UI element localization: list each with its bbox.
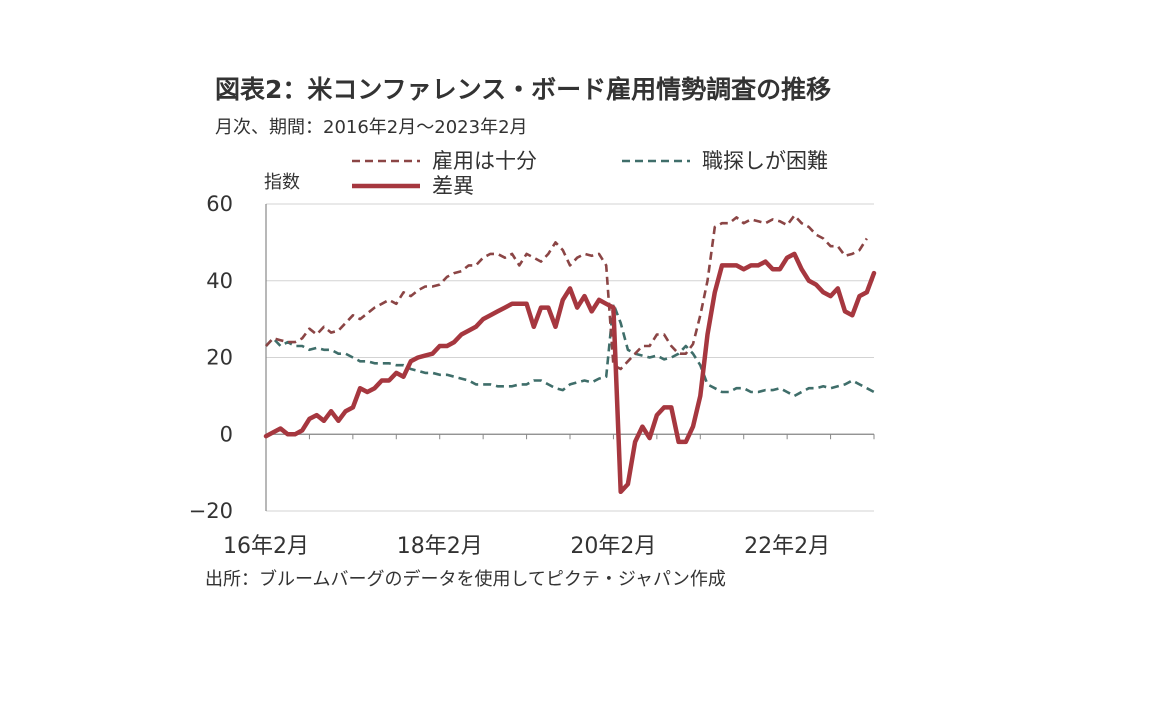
y-tick-label: −20 — [189, 499, 233, 523]
y-axis-label: 指数 — [264, 172, 300, 193]
series-line-1 — [265, 302, 875, 398]
y-tick-label: 20 — [206, 346, 233, 370]
series-line-0 — [265, 214, 868, 371]
x-tick-label: 22年2月 — [744, 534, 830, 559]
y-tick-label: 40 — [206, 269, 233, 293]
chart-title: 図表2：米コンファレンス・ボード雇用情勢調査の推移 — [215, 75, 831, 104]
legend-label-0: 雇用は十分 — [432, 149, 537, 173]
legend-label-1: 職探しが困難 — [702, 149, 828, 173]
axes — [265, 204, 875, 511]
x-tick-label: 20年2月 — [570, 534, 656, 559]
gridlines — [266, 203, 874, 512]
y-tick-label: 0 — [220, 422, 233, 446]
series-line-2 — [263, 251, 877, 495]
y-tick-labels: 60 40 20 0 −20 — [189, 192, 233, 523]
chart-subtitle: 月次、期間：2016年2月～2023年2月 — [215, 117, 528, 138]
y-tick-label: 60 — [206, 192, 233, 216]
series-layer — [263, 214, 877, 495]
legend-label-2: 差異 — [432, 174, 474, 198]
source-note: 出所：ブルームバーグのデータを使用してピクテ・ジャパン作成 — [205, 568, 726, 590]
x-tick-label: 18年2月 — [397, 534, 483, 559]
x-tick-label: 16年2月 — [223, 534, 309, 559]
x-tick-labels: 16年2月 18年2月 20年2月 22年2月 — [223, 534, 830, 559]
